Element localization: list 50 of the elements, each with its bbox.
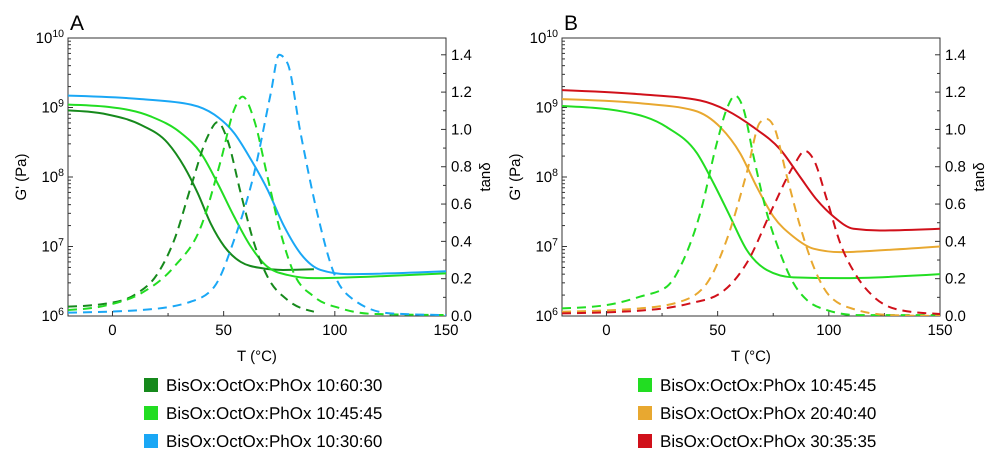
y2-tick-label: 1.2: [451, 84, 472, 102]
x-tick-label: 150: [433, 322, 459, 339]
y2-tick-label: 0.6: [451, 196, 472, 214]
x-tick-label: 100: [322, 322, 348, 339]
x-tick-label: 150: [927, 322, 953, 339]
x-axis-title: T (°C): [237, 348, 277, 365]
y2-tick-label: 0.2: [451, 270, 472, 288]
y2-axis-title: tanδ: [477, 162, 494, 192]
y2-tick-label: 1.2: [945, 84, 966, 102]
legend-label: BisOx:OctOx:PhOx 10:60:30: [166, 376, 382, 395]
chart-title: A: [70, 12, 84, 35]
y2-tick-label: 1.0: [451, 121, 472, 138]
y2-tick-label: 0.0: [945, 308, 966, 325]
y2-tick-label: 0.8: [945, 158, 966, 176]
y-tick-label: 10$^{8}$: [535, 167, 558, 186]
y-tick-label: 10$^{6}$: [535, 306, 558, 325]
y2-tick-label: 0.4: [945, 233, 966, 250]
y-axis-title: G' (Pa): [13, 153, 30, 201]
x-tick-label: 100: [816, 322, 842, 339]
y-tick-label: 10$^{9}$: [535, 98, 558, 116]
y-tick-label: 10$^{8}$: [41, 167, 64, 186]
legend-label: BisOx:OctOx:PhOx 20:40:40: [660, 404, 876, 423]
x-tick-label: 50: [709, 322, 726, 339]
legend-label: BisOx:OctOx:PhOx 10:45:45: [660, 376, 876, 395]
y-tick-label: 10$^{7}$: [535, 236, 558, 256]
chart-title: B: [564, 12, 578, 35]
y-tick-label: 10$^{10}$: [530, 28, 558, 47]
y-tick-label: 10$^{9}$: [41, 98, 64, 116]
y-tick-label: 10$^{6}$: [41, 306, 64, 325]
legend-label: BisOx:OctOx:PhOx 10:30:60: [166, 432, 382, 451]
x-tick-label: 0: [108, 322, 117, 339]
legend-label: BisOx:OctOx:PhOx 10:45:45: [166, 404, 382, 423]
y2-tick-label: 0.2: [945, 270, 966, 288]
y2-tick-label: 1.4: [945, 46, 966, 64]
y2-tick-label: 0.8: [451, 158, 472, 176]
line-series: [68, 96, 446, 316]
y2-tick-label: 0.4: [451, 233, 472, 250]
y-tick-label: 10$^{7}$: [41, 236, 64, 256]
y2-axis-title: tanδ: [971, 162, 988, 192]
x-tick-label: 0: [602, 322, 611, 339]
y2-tick-label: 1.4: [451, 46, 472, 64]
y-tick-label: 10$^{10}$: [36, 28, 64, 47]
y2-tick-label: 0.6: [945, 196, 966, 214]
x-axis-title: T (°C): [731, 348, 771, 365]
y2-tick-label: 0.0: [451, 308, 472, 325]
y2-tick-label: 1.0: [945, 121, 966, 138]
legend-label: BisOx:OctOx:PhOx 30:35:35: [660, 432, 876, 451]
x-tick-label: 50: [215, 322, 232, 339]
line-series: [68, 54, 446, 316]
y-axis-title: G' (Pa): [507, 153, 524, 201]
